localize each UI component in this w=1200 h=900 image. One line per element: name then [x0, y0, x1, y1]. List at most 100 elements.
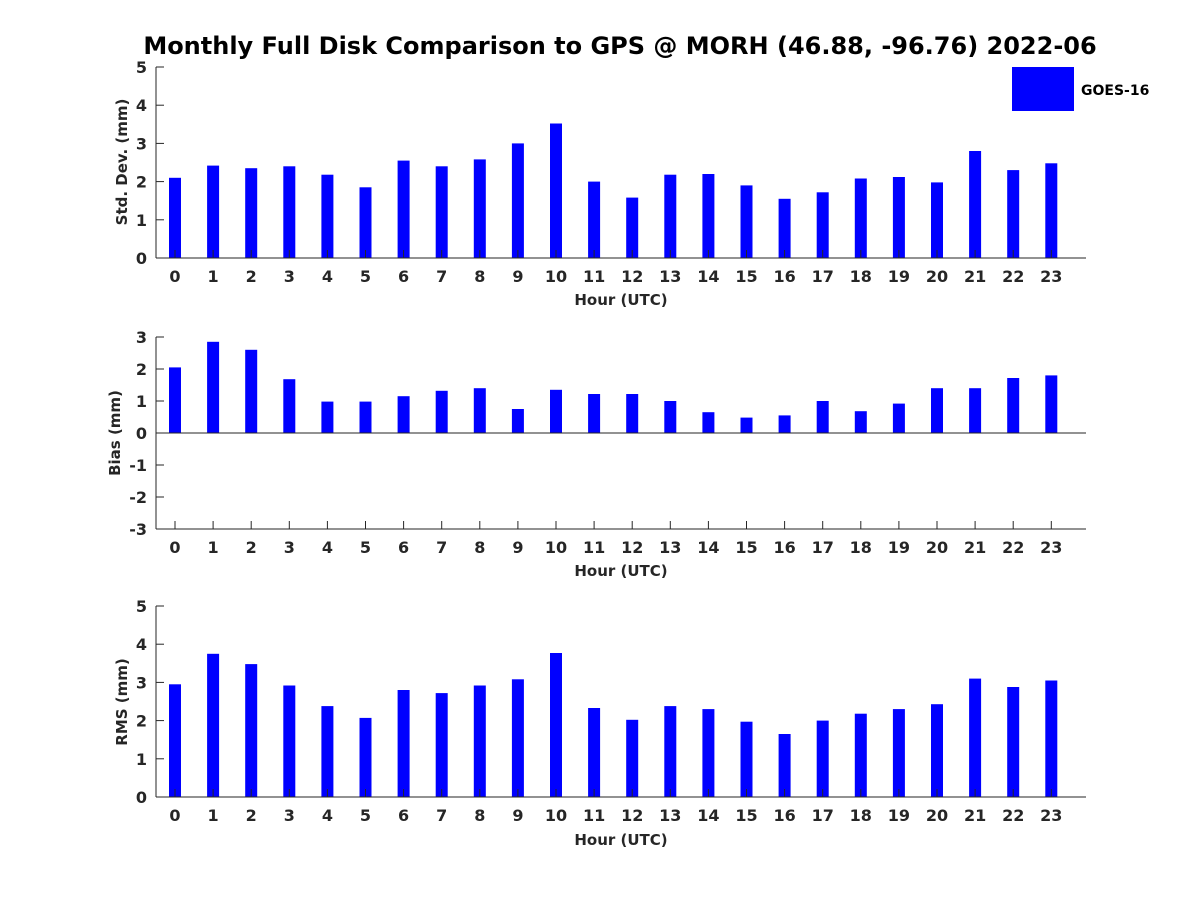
rms-x-tick-label: 10: [545, 806, 567, 825]
stddev-bar-3: [283, 166, 296, 258]
bias-x-tick-label: 17: [812, 538, 834, 557]
rms-y-tick-label: 2: [136, 712, 147, 731]
bias-x-tick-label: 22: [1002, 538, 1024, 557]
bias-bar-2: [245, 349, 258, 433]
bias-x-tick-label: 21: [964, 538, 986, 557]
stddev-x-tick-label: 18: [850, 267, 872, 286]
stddev-x-tick-label: 1: [208, 267, 219, 286]
stddev-bar-2: [245, 168, 258, 258]
bias-bar-16: [778, 415, 791, 433]
stddev-x-tick-label: 4: [322, 267, 333, 286]
rms-bar-20: [931, 704, 943, 797]
rms-bar-11: [588, 708, 601, 797]
bias-y-tick-label: -2: [129, 488, 147, 507]
bias-x-tick-label: 1: [208, 538, 219, 557]
rms-x-tick-label: 17: [812, 806, 834, 825]
rms-bar-2: [245, 664, 258, 797]
stddev-y-tick-label: 0: [136, 249, 147, 268]
stddev-y-tick-label: 2: [136, 173, 147, 192]
legend: GOES-16: [1012, 67, 1149, 111]
stddev-x-tick-label: 0: [169, 267, 180, 286]
stddev-y-tick-label: 1: [136, 211, 147, 230]
rms-x-tick-label: 23: [1040, 806, 1062, 825]
stddev-y-tick-label: 5: [136, 58, 147, 77]
bias-bar-12: [626, 394, 639, 433]
rms-x-tick-label: 1: [208, 806, 219, 825]
bias-bar-5: [359, 401, 372, 433]
rms-x-tick-label: 5: [360, 806, 371, 825]
bias-bar-7: [435, 390, 448, 433]
legend-label: GOES-16: [1081, 83, 1149, 99]
rms-x-tick-label: 19: [888, 806, 910, 825]
rms-x-tick-label: 7: [436, 806, 447, 825]
rms-x-tick-label: 20: [926, 806, 948, 825]
stddev-x-tick-label: 23: [1040, 267, 1062, 286]
rms-x-tick-label: 2: [246, 806, 257, 825]
rms-bar-7: [435, 693, 448, 797]
rms-bar-6: [397, 690, 410, 797]
rms-y-tick-label: 0: [136, 788, 147, 807]
bias-y-tick-label: 0: [136, 424, 147, 443]
bias-x-tick-label: 13: [659, 538, 681, 557]
bias-x-tick-label: 2: [246, 538, 257, 557]
bias-bar-22: [1007, 378, 1020, 433]
bias-x-axis-label: Hour (UTC): [574, 562, 667, 580]
bias-bar-18: [854, 411, 867, 433]
stddev-x-tick-label: 15: [735, 267, 757, 286]
bias-bar-21: [969, 388, 982, 433]
stddev-x-tick-label: 11: [583, 267, 605, 286]
stddev-bar-18: [854, 178, 867, 258]
stddev-x-tick-label: 9: [512, 267, 523, 286]
bias-y-tick-label: -1: [129, 456, 147, 475]
stddev-bar-20: [931, 182, 943, 258]
stddev-x-tick-label: 13: [659, 267, 681, 286]
rms-bar-3: [283, 685, 296, 797]
stddev-bar-12: [626, 197, 639, 258]
rms-bar-10: [550, 653, 562, 797]
bias-bars: [169, 341, 1058, 433]
bias-x-tick-label: 20: [926, 538, 948, 557]
bias-bar-23: [1045, 375, 1058, 433]
bias-x-tick-label: 16: [773, 538, 795, 557]
bias-x-tick-label: 12: [621, 538, 643, 557]
stddev-bar-16: [778, 198, 791, 258]
rms-y-tick-label: 3: [136, 673, 147, 692]
chart-title: Monthly Full Disk Comparison to GPS @ MO…: [143, 32, 1096, 60]
rms-x-tick-label: 21: [964, 806, 986, 825]
bias-bar-0: [169, 367, 181, 433]
stddev-x-tick-label: 10: [545, 267, 567, 286]
rms-bar-21: [969, 678, 982, 797]
stddev-x-tick-label: 21: [964, 267, 986, 286]
bias-x-tick-label: 11: [583, 538, 605, 557]
rms-bar-17: [816, 720, 829, 797]
bias-y-tick-label: 3: [136, 328, 147, 347]
rms-bar-22: [1007, 687, 1020, 797]
stddev-bar-4: [321, 174, 334, 258]
bias-bar-17: [816, 401, 829, 433]
rms-bar-23: [1045, 680, 1058, 797]
bias-bar-3: [283, 379, 296, 433]
stddev-x-tick-label: 2: [246, 267, 257, 286]
bias-bar-11: [588, 394, 601, 433]
stddev-x-tick-label: 7: [436, 267, 447, 286]
rms-bar-14: [702, 709, 715, 797]
stddev-x-tick-label: 17: [812, 267, 834, 286]
rms-x-tick-label: 18: [850, 806, 872, 825]
rms-bar-18: [854, 713, 867, 797]
bias-bar-4: [321, 401, 334, 433]
rms-y-tick-label: 5: [136, 597, 147, 616]
rms-bar-1: [207, 653, 220, 798]
bias-bar-13: [664, 401, 677, 433]
rms-y-tick-label: 4: [136, 635, 147, 654]
rms-x-tick-label: 6: [398, 806, 409, 825]
rms-bar-8: [473, 685, 486, 797]
stddev-bar-19: [892, 177, 905, 258]
rms-bar-4: [321, 706, 334, 797]
bias-x-tick-label: 4: [322, 538, 333, 557]
stddev-y-axis-label: Std. Dev. (mm): [113, 99, 131, 226]
rms-x-tick-label: 12: [621, 806, 643, 825]
rms-x-tick-label: 0: [169, 806, 180, 825]
